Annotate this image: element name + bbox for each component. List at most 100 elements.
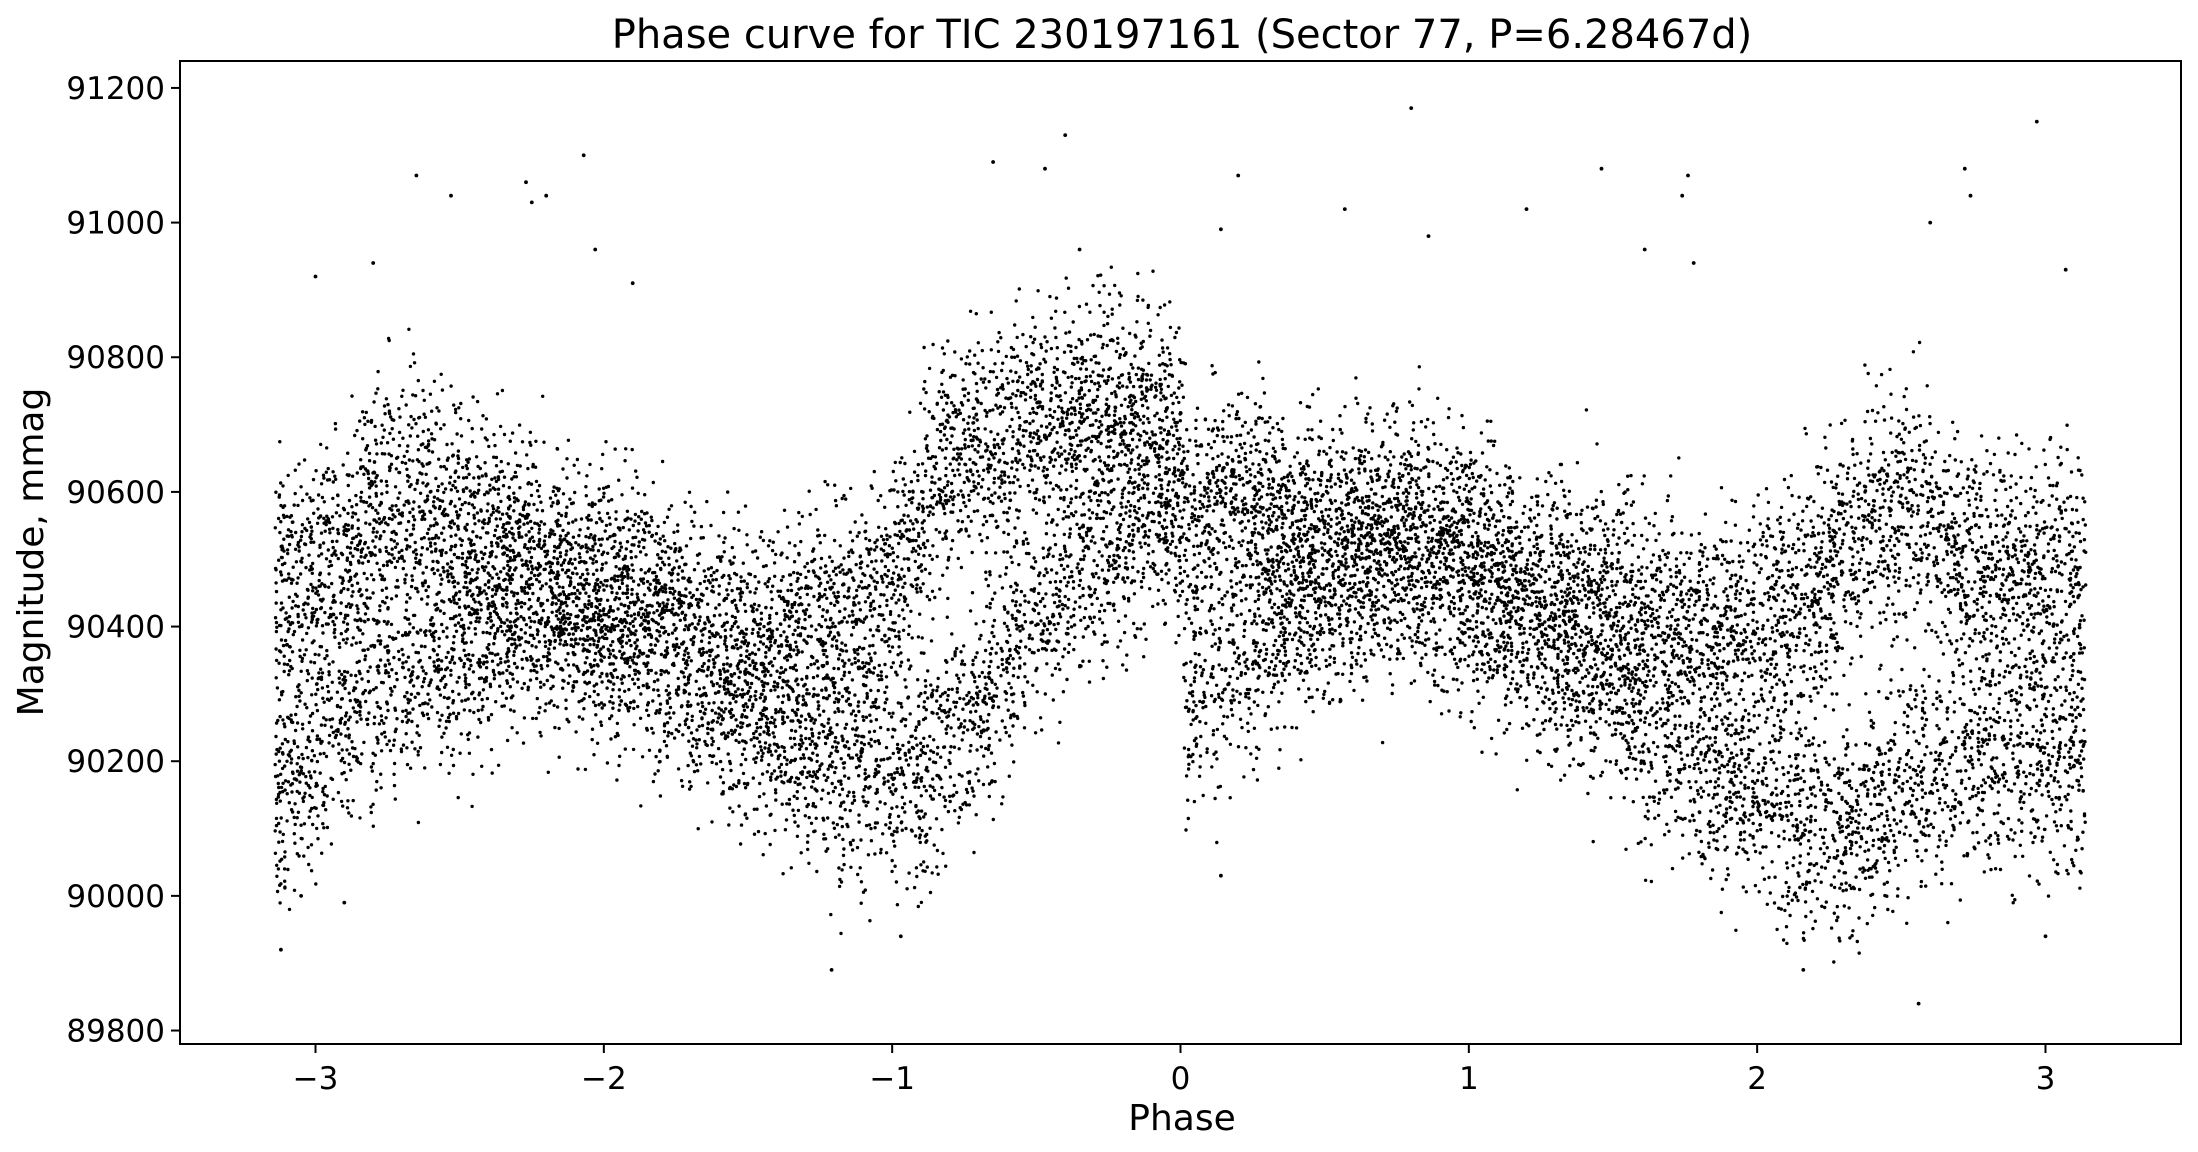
data-point — [1079, 618, 1083, 622]
data-point — [1219, 570, 1223, 575]
data-point — [1753, 781, 1757, 785]
data-point — [688, 751, 692, 755]
data-point — [1946, 572, 1950, 576]
data-point — [346, 511, 350, 516]
data-point — [1135, 627, 1140, 631]
data-point — [1878, 621, 1883, 625]
data-point — [302, 854, 306, 858]
data-point — [1889, 485, 1893, 489]
data-point — [2078, 754, 2082, 758]
data-point — [1426, 540, 1430, 544]
data-point — [1847, 703, 1851, 707]
data-point — [1603, 551, 1608, 555]
data-point — [1294, 615, 1299, 619]
data-point — [1186, 449, 1190, 454]
data-point — [1436, 396, 1440, 400]
data-point — [634, 555, 638, 559]
data-point — [1908, 833, 1912, 838]
data-point — [2051, 557, 2055, 561]
data-point — [340, 581, 344, 585]
data-point — [1148, 334, 1152, 338]
data-point — [1902, 473, 1906, 477]
data-point — [2032, 698, 2037, 702]
data-point — [1524, 704, 1529, 709]
data-point — [2066, 496, 2070, 500]
data-point — [429, 432, 434, 436]
data-point — [803, 565, 807, 569]
data-point — [1415, 496, 1419, 500]
data-point — [1168, 325, 1173, 330]
data-point — [1863, 420, 1867, 424]
data-point — [1127, 549, 1131, 553]
data-point — [1904, 583, 1908, 588]
data-point — [667, 730, 671, 735]
data-point — [928, 734, 932, 739]
data-point — [1205, 476, 1210, 480]
data-point — [1153, 395, 1157, 399]
data-point — [913, 834, 918, 838]
data-point — [1887, 759, 1891, 763]
data-point — [1207, 546, 1211, 550]
data-point — [1801, 768, 1805, 773]
data-point — [730, 674, 734, 678]
data-point — [971, 658, 975, 663]
data-point — [1273, 450, 1277, 454]
data-point — [987, 794, 991, 799]
data-point — [1705, 780, 1709, 785]
data-point — [287, 907, 292, 912]
data-point — [1094, 411, 1098, 415]
data-point — [1958, 491, 1963, 496]
data-point — [459, 401, 463, 406]
data-point — [1953, 814, 1958, 818]
data-point — [868, 628, 873, 632]
data-point — [382, 721, 386, 725]
data-point — [1265, 508, 1269, 512]
data-point — [1118, 530, 1122, 535]
data-point — [1452, 614, 1456, 618]
data-point — [1823, 905, 1827, 910]
data-point — [495, 572, 499, 576]
data-point — [1509, 644, 1514, 649]
data-point — [1141, 486, 1145, 490]
data-point — [1967, 498, 1971, 503]
data-point — [411, 550, 416, 554]
data-point — [1742, 797, 1746, 801]
data-point — [1209, 585, 1213, 590]
data-point — [1014, 406, 1018, 410]
data-point — [1870, 817, 1874, 822]
data-point — [1287, 672, 1292, 676]
data-point — [1617, 550, 1621, 555]
data-point — [507, 485, 511, 490]
data-point — [1483, 478, 1487, 482]
data-point — [510, 637, 514, 641]
data-point — [1565, 568, 1570, 573]
data-point — [411, 643, 415, 647]
data-point — [1940, 882, 1944, 886]
data-point — [1176, 468, 1181, 472]
data-point — [1043, 335, 1047, 339]
data-point — [1374, 595, 1378, 599]
data-point — [433, 542, 437, 546]
data-point — [407, 668, 411, 672]
data-point — [1857, 767, 1862, 771]
data-point — [1930, 782, 1934, 787]
data-point — [1666, 494, 1671, 498]
data-point — [1139, 367, 1144, 371]
data-point — [879, 494, 883, 498]
data-point — [717, 592, 721, 596]
data-point — [769, 636, 773, 641]
data-point — [300, 498, 305, 503]
data-point — [1560, 688, 1565, 692]
data-point — [1891, 602, 1895, 606]
data-point — [755, 726, 760, 730]
data-point — [315, 521, 320, 525]
data-point — [696, 561, 700, 565]
data-point — [1383, 595, 1388, 599]
data-point — [1629, 614, 1633, 618]
data-point — [290, 790, 294, 794]
data-point — [313, 770, 317, 774]
data-point — [659, 652, 664, 657]
data-point — [943, 804, 947, 809]
data-point — [324, 470, 328, 474]
